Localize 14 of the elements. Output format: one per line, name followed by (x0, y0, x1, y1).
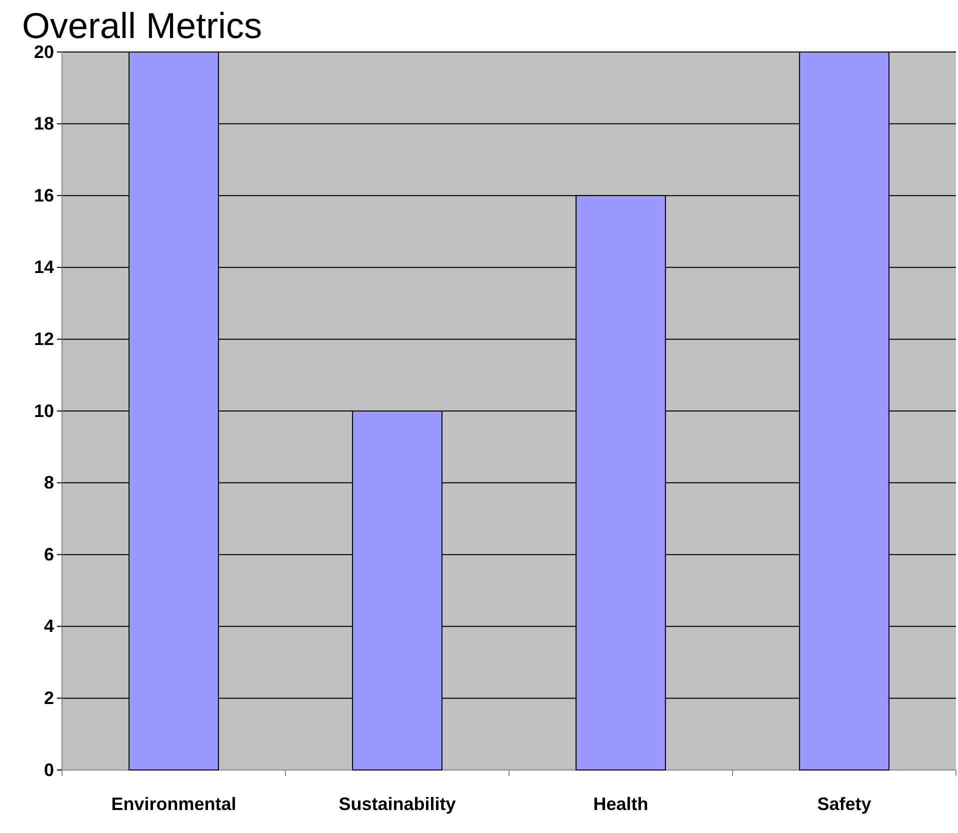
y-tick-label: 16 (34, 185, 54, 206)
y-tick-label: 6 (44, 544, 54, 564)
y-tick-label: 0 (44, 760, 54, 780)
y-tick-label: 8 (44, 472, 54, 493)
y-tick-label: 2 (44, 688, 54, 708)
x-tick-label: Environmental (111, 794, 236, 814)
y-tick-label: 10 (34, 400, 54, 421)
y-tick-label: 4 (44, 616, 54, 636)
y-tick-label: 12 (34, 328, 54, 349)
y-tick-label: 18 (34, 114, 54, 134)
x-tick-label: Safety (817, 794, 872, 814)
x-tick-label: Health (593, 794, 648, 814)
x-tick-label: Sustainability (338, 794, 456, 814)
y-tick-label: 14 (34, 257, 54, 278)
